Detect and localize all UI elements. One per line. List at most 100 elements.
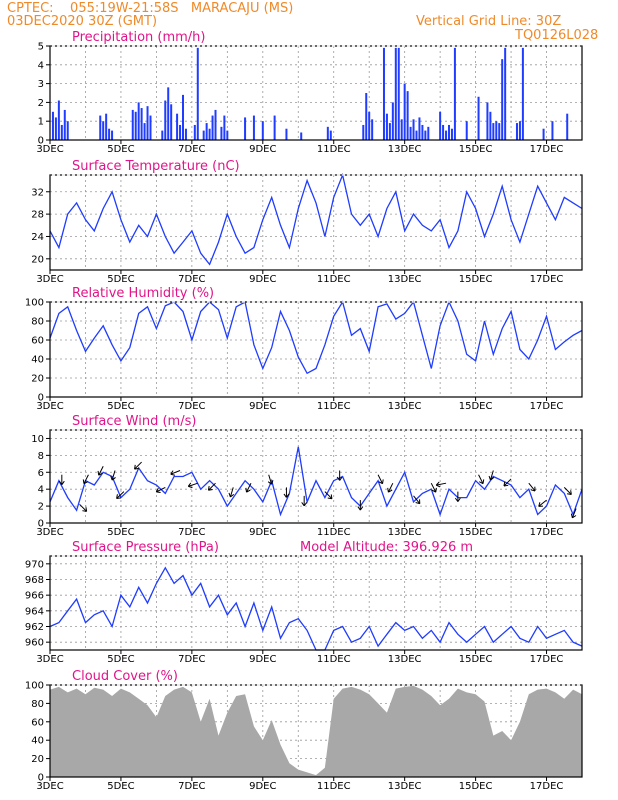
wind-arrow — [267, 474, 274, 485]
x-tick-label: 9DEC — [249, 401, 276, 412]
precip-bar — [137, 102, 140, 140]
precip-bar — [60, 124, 63, 140]
wind-arrow — [97, 466, 104, 476]
x-tick-label: 3DEC — [36, 274, 63, 285]
precip-bar — [214, 109, 217, 140]
wind-arrow — [413, 495, 421, 505]
header-location: CPTEC: 055:19W-21:58S MARACAJU (MS) — [7, 1, 294, 16]
wind-frame — [49, 429, 583, 524]
precip-bar — [371, 119, 374, 140]
wind-title: Surface Wind (m/s) — [72, 414, 196, 429]
rh-panel: Relative Humidity (%) 0 20 40 60 80 100 3DEC 5DE… — [25, 286, 583, 412]
y-tick-label: 5 — [38, 42, 44, 53]
precip-bar — [403, 83, 406, 140]
y-tick-label: 6 — [38, 468, 44, 479]
x-tick-label: 5DEC — [107, 144, 134, 155]
x-tick-label: 3DEC — [36, 144, 63, 155]
temp-frame — [49, 174, 583, 271]
precip-bar — [515, 123, 518, 140]
precip-panel: Precipitation (mm/h) 0 1 2 3 4 5 3DEC 5DEC 7DEC 9D… — [36, 30, 583, 155]
precip-bar — [450, 128, 453, 140]
y-tick-label: 80 — [31, 699, 44, 710]
x-tick-label: 17DEC — [530, 527, 564, 538]
x-tick-label: 9DEC — [249, 274, 276, 285]
x-tick-label: 17DEC — [530, 401, 564, 412]
x-tick-label: 13DEC — [388, 654, 422, 665]
cloud-title: Cloud Cover (%) — [72, 669, 178, 684]
x-tick-label: 5DEC — [107, 274, 134, 285]
precip-bar — [179, 124, 182, 140]
precip-bar — [196, 47, 199, 140]
precip-bar — [300, 132, 303, 140]
precip-bar — [409, 126, 412, 140]
precip-bar — [182, 94, 184, 140]
precip-bar — [170, 104, 173, 140]
y-tick-label: 968 — [25, 575, 44, 586]
precip-bar — [388, 123, 391, 140]
pres-line — [49, 566, 583, 651]
precip-bar — [397, 47, 400, 140]
wind-arrow — [336, 470, 343, 481]
y-tick-label: 28 — [31, 210, 44, 221]
precip-bar — [220, 126, 223, 140]
precip-bar — [365, 93, 368, 140]
precip-bar — [99, 115, 102, 140]
wind-arrow — [82, 474, 89, 485]
precip-bar — [140, 108, 143, 140]
precip-bar — [63, 109, 66, 140]
y-tick-label: 100 — [25, 681, 44, 692]
x-tick-label: 9DEC — [249, 144, 276, 155]
y-tick-label: 4 — [38, 485, 44, 496]
precip-bar — [149, 115, 152, 140]
x-tick-label: 15DEC — [459, 401, 493, 412]
model-altitude: Model Altitude: 396.926 m — [300, 540, 473, 555]
y-tick-label: 32 — [31, 187, 44, 198]
x-tick-label: 11DEC — [317, 654, 351, 665]
x-tick-label: 3DEC — [36, 781, 63, 792]
wind-arrow — [245, 482, 252, 493]
x-tick-label: 7DEC — [178, 401, 205, 412]
wind-arrow — [116, 491, 125, 499]
precip-bar — [424, 130, 427, 140]
y-tick-label: 40 — [31, 736, 44, 747]
x-tick-label: 3DEC — [36, 527, 63, 538]
y-tick-label: 0 — [38, 136, 44, 147]
precip-bar — [66, 121, 69, 140]
x-tick-label: 17DEC — [530, 144, 564, 155]
y-tick-label: 970 — [25, 559, 44, 570]
wind-arrow — [430, 482, 437, 493]
wind-arrow — [563, 487, 572, 495]
precip-bar — [421, 124, 424, 140]
y-tick-label: 0 — [38, 393, 44, 404]
x-tick-label: 5DEC — [107, 781, 134, 792]
precip-bar — [211, 115, 214, 140]
x-tick-label: 11DEC — [317, 401, 351, 412]
wind-arrow — [228, 487, 235, 498]
x-tick-label: 7DEC — [178, 781, 205, 792]
wind-arrow — [79, 503, 88, 512]
x-tick-label: 9DEC — [249, 527, 276, 538]
precip-bar — [193, 124, 196, 140]
precip-bar — [542, 128, 545, 140]
y-tick-label: 960 — [25, 638, 44, 649]
x-tick-label: 7DEC — [178, 527, 205, 538]
x-tick-label: 9DEC — [249, 781, 276, 792]
wind-arrow — [454, 491, 461, 502]
precip-bar — [326, 126, 329, 140]
y-tick-label: 2 — [38, 502, 44, 513]
y-tick-label: 964 — [25, 606, 44, 617]
wind-arrow — [435, 481, 447, 488]
x-tick-label: 15DEC — [459, 654, 493, 665]
x-tick-label: 17DEC — [530, 654, 564, 665]
precip-bar — [453, 47, 456, 140]
cloud-panel: Cloud Cover (%) 0 20 40 60 80 100 3DEC 5DEC 7DEC 9… — [25, 669, 583, 792]
rh-frame — [49, 301, 583, 398]
y-tick-label: 80 — [31, 317, 44, 328]
precip-bar — [406, 91, 409, 140]
y-tick-label: 20 — [31, 254, 44, 265]
y-tick-label: 10 — [31, 434, 44, 445]
precip-bar — [445, 130, 448, 140]
precip-bar — [362, 124, 365, 140]
precip-bar — [223, 115, 226, 140]
y-tick-label: 0 — [38, 519, 44, 530]
